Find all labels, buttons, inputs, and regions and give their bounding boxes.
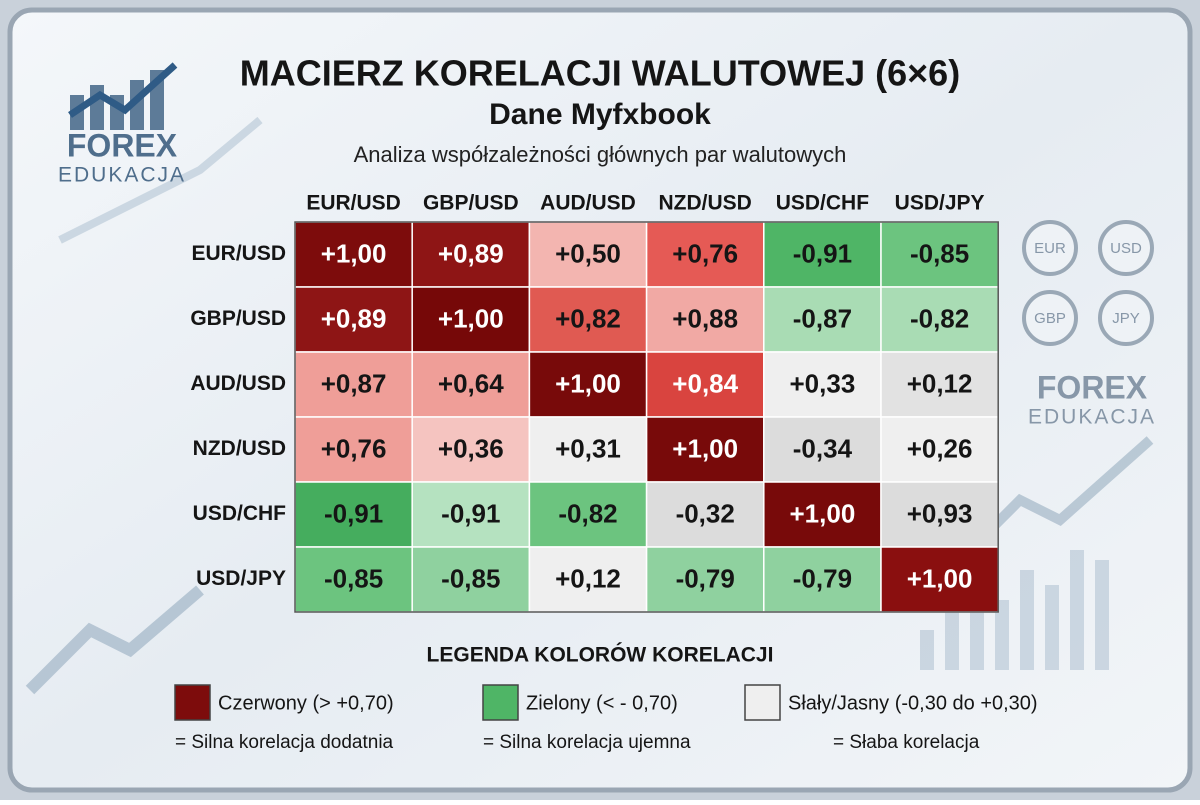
cell-label: -0,85 [910, 238, 969, 268]
logo-bottom: EDUKACJA [1028, 406, 1156, 429]
legend-label: Słały/Jasny (-0,30 do +0,30) [788, 692, 1038, 714]
legend-note: = Słaba korelacja [833, 732, 980, 753]
cell-label: +0,87 [321, 368, 387, 398]
cell-label: -0,79 [793, 563, 852, 593]
cell-label: -0,34 [793, 433, 853, 463]
cell-label: +0,12 [907, 368, 973, 398]
heatmap-cell [763, 351, 882, 418]
heatmap-cell [645, 351, 765, 418]
cell-label: +0,93 [907, 498, 973, 528]
annotation: Analiza współzależności głównych par wal… [354, 142, 847, 167]
heatmap-cell [294, 286, 413, 353]
cell-label: +0,84 [672, 368, 738, 398]
cell-label: +1,00 [672, 433, 738, 463]
column-label: NZD/USD [659, 192, 752, 215]
cell-label: -0,79 [676, 563, 735, 593]
heatmap-cell [528, 221, 648, 288]
currency-label: JPY [1112, 310, 1140, 327]
cell-label: +0,64 [438, 368, 504, 398]
logo-top: FOREX [1037, 369, 1148, 405]
cell-label: -0,82 [558, 498, 617, 528]
cell-label: +0,31 [555, 433, 621, 463]
row-label: AUD/USD [190, 372, 286, 395]
cell-label: +0,50 [555, 238, 621, 268]
cell-label: -0,91 [441, 498, 500, 528]
cell-label: +1,00 [438, 303, 504, 333]
logo: FOREX EDUKACJA FOREX EDUKACJA [58, 62, 1156, 429]
cell-label: -0,87 [793, 303, 852, 333]
currency-badge [1022, 220, 1078, 276]
legend-title: LEGENDA KOLORÓW KORELACJI [427, 643, 774, 667]
cell-label: +0,76 [672, 238, 738, 268]
heatmap-cell [411, 416, 531, 483]
cell-label: -0,91 [324, 498, 383, 528]
matrix-border [294, 221, 999, 613]
cell-label: +0,26 [907, 433, 973, 463]
legend-swatch [744, 684, 781, 721]
heatmap-cell [880, 351, 999, 418]
column-label: USD/JPY [895, 192, 985, 215]
column-label: GBP/USD [423, 192, 519, 215]
legend-note: = Silna korelacja ujemna [483, 732, 691, 753]
cell-label: +1,00 [321, 238, 387, 268]
cell-label: -0,91 [793, 238, 852, 268]
legend-label: Zielony (< - 0,70) [526, 692, 678, 714]
heatmap-cell [880, 221, 999, 288]
cell-label: +1,00 [907, 563, 973, 593]
currency-label: GBP [1034, 310, 1066, 327]
cell-label: +1,00 [555, 368, 621, 398]
cell-label: -0,85 [324, 563, 383, 593]
currency-label: USD [1110, 240, 1142, 257]
legend-swatch [174, 684, 211, 721]
logo-top: FOREX [67, 127, 178, 163]
logo-bottom: EDUKACJA [58, 164, 186, 187]
row-label: EUR/USD [191, 242, 286, 265]
heatmap-cell [528, 351, 648, 418]
row-label: USD/JPY [196, 567, 286, 590]
heatmap-cell [880, 416, 999, 483]
heatmap-cell [294, 416, 413, 483]
heatmap-cell [411, 351, 531, 418]
cell-label: -0,85 [441, 563, 500, 593]
column-label: EUR/USD [306, 192, 401, 215]
cell-label: +0,82 [555, 303, 621, 333]
heatmap-cell [528, 416, 648, 483]
heatmap-cell [645, 416, 765, 483]
decor-arrow [58, 116, 263, 244]
cell-label: +0,12 [555, 563, 621, 593]
row-label: GBP/USD [190, 307, 286, 330]
column-label: AUD/USD [540, 192, 636, 215]
cell-label: +0,88 [672, 303, 738, 333]
heatmap-cell [294, 481, 413, 548]
currency-badge [1022, 290, 1078, 346]
cell-label: +0,89 [321, 303, 387, 333]
decor-arrow [25, 585, 204, 695]
decor [25, 116, 1154, 695]
cell-label: +0,36 [438, 433, 504, 463]
heatmap-cell [880, 286, 999, 353]
cell-label: +1,00 [790, 498, 856, 528]
currency-label: EUR [1034, 240, 1066, 257]
chart-title: MACIERZ KORELACJI WALUTOWEJ (6×6) [240, 53, 960, 94]
row-label: NZD/USD [193, 437, 286, 460]
chart-subtitle: Dane Myfxbook [489, 98, 711, 131]
cell-label: -0,32 [676, 498, 735, 528]
cell-label: +0,33 [790, 368, 856, 398]
heatmap-cell [880, 546, 999, 613]
heatmap-cell [411, 221, 531, 288]
currency-badge [1098, 290, 1154, 346]
cell-label: -0,82 [910, 303, 969, 333]
cell-label: +0,76 [321, 433, 387, 463]
legend-label: Czerwony (> +0,70) [218, 692, 394, 714]
cell-label: +0,89 [438, 238, 504, 268]
currency-badge [1098, 220, 1154, 276]
legend-note: = Silna korelacja dodatnia [175, 732, 394, 753]
row-label: USD/CHF [193, 502, 287, 525]
heatmap-cell [411, 481, 531, 548]
column-label: USD/CHF [776, 192, 870, 215]
legend-swatch [482, 684, 519, 721]
